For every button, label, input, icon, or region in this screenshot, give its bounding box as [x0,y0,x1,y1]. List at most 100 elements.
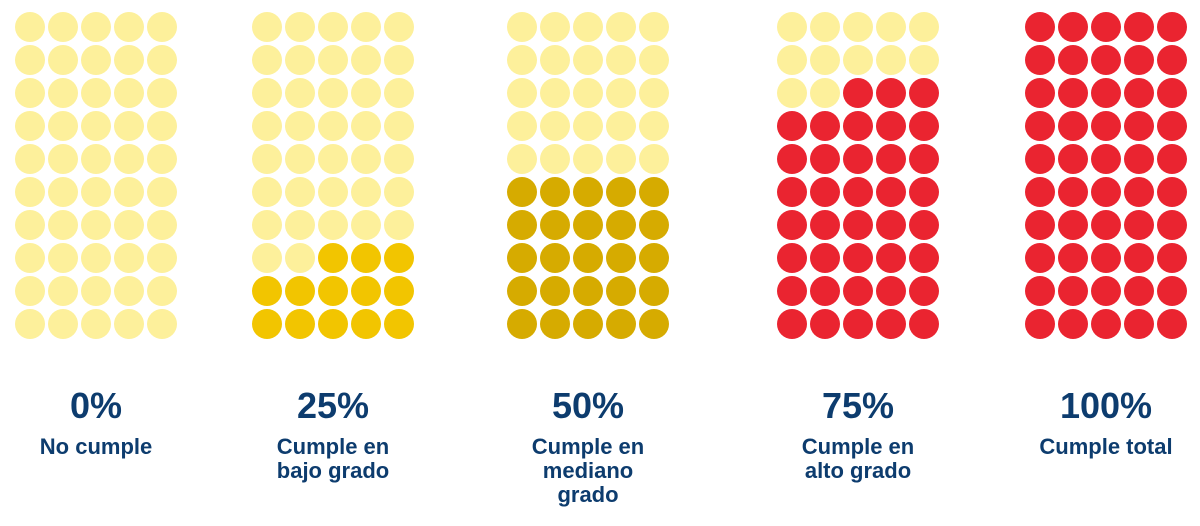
empty-dot [507,111,537,141]
category-label: grado [557,482,618,507]
filled-dot [285,276,315,306]
empty-dot [351,177,381,207]
empty-dot [351,144,381,174]
empty-dot [114,111,144,141]
empty-dot [384,78,414,108]
empty-dot [147,144,177,174]
empty-dot [384,12,414,42]
filled-dot [1124,144,1154,174]
filled-dot [318,309,348,339]
filled-dot [1157,309,1187,339]
empty-dot [81,45,111,75]
empty-dot [81,111,111,141]
empty-dot [252,177,282,207]
empty-dot [147,243,177,273]
empty-dot [606,45,636,75]
filled-dot [1124,111,1154,141]
empty-dot [147,276,177,306]
filled-dot [384,309,414,339]
filled-dot [876,111,906,141]
filled-dot [1091,78,1121,108]
filled-dot [639,177,669,207]
filled-dot [318,243,348,273]
empty-dot [285,177,315,207]
filled-dot [1124,177,1154,207]
empty-dot [318,177,348,207]
empty-dot [810,12,840,42]
empty-dot [81,243,111,273]
empty-dot [639,144,669,174]
empty-dot [318,45,348,75]
filled-dot [573,309,603,339]
empty-dot [810,45,840,75]
empty-dot [15,177,45,207]
filled-dot [252,276,282,306]
category-label: mediano [543,458,633,483]
filled-dot [810,276,840,306]
filled-dot [1091,12,1121,42]
filled-dot [777,177,807,207]
filled-dot [639,309,669,339]
empty-dot [777,78,807,108]
filled-dot [639,243,669,273]
empty-dot [810,78,840,108]
empty-dot [318,210,348,240]
filled-dot [843,144,873,174]
filled-dot [1124,276,1154,306]
filled-dot [909,144,939,174]
empty-dot [285,78,315,108]
filled-dot [1124,309,1154,339]
filled-dot [1124,12,1154,42]
empty-dot [252,243,282,273]
empty-dot [147,45,177,75]
empty-dot [540,111,570,141]
empty-dot [351,78,381,108]
empty-dot [114,78,144,108]
empty-dot [252,144,282,174]
filled-dot [843,276,873,306]
empty-dot [507,45,537,75]
empty-dot [114,12,144,42]
empty-dot [147,111,177,141]
empty-dot [285,111,315,141]
empty-dot [777,45,807,75]
empty-dot [81,12,111,42]
filled-dot [351,309,381,339]
filled-dot [606,210,636,240]
filled-dot [777,210,807,240]
filled-dot [351,276,381,306]
filled-dot [1058,210,1088,240]
filled-dot [876,243,906,273]
filled-dot [1091,276,1121,306]
empty-dot [15,309,45,339]
category-label: Cumple total [1039,434,1172,459]
filled-dot [810,309,840,339]
filled-dot [573,177,603,207]
filled-dot [810,210,840,240]
empty-dot [114,177,144,207]
empty-dot [252,12,282,42]
filled-dot [573,243,603,273]
empty-dot [540,12,570,42]
percent-label: 100% [1060,385,1152,426]
empty-dot [48,111,78,141]
filled-dot [573,210,603,240]
filled-dot [810,144,840,174]
percent-label: 0% [70,385,122,426]
filled-dot [1157,276,1187,306]
filled-dot [1124,45,1154,75]
empty-dot [15,111,45,141]
filled-dot [1025,309,1055,339]
empty-dot [114,243,144,273]
percent-label: 75% [822,385,894,426]
filled-dot [606,309,636,339]
filled-dot [1157,144,1187,174]
category-label: alto grado [805,458,911,483]
filled-dot [540,309,570,339]
empty-dot [351,210,381,240]
category-label: Cumple en [532,434,644,459]
filled-dot [507,309,537,339]
filled-dot [507,177,537,207]
filled-dot [1091,144,1121,174]
